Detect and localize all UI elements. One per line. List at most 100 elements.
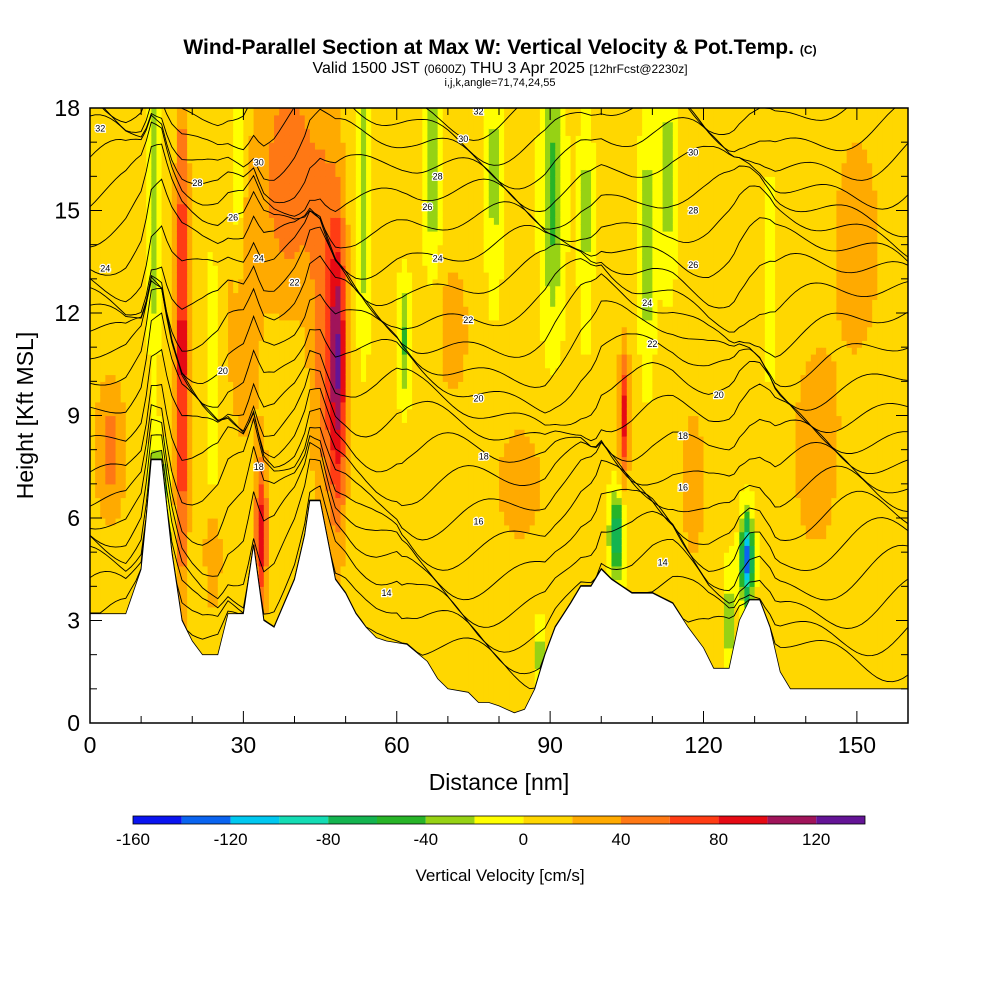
field-cell <box>233 224 239 232</box>
field-cell <box>207 183 214 191</box>
field-cell <box>345 210 352 218</box>
field-cell <box>228 251 234 259</box>
field-cell <box>371 600 377 608</box>
field-cell <box>350 272 357 280</box>
field-cell <box>320 203 326 212</box>
field-cell <box>115 463 122 471</box>
field-cell <box>95 292 101 300</box>
field-cell <box>217 634 224 642</box>
field-cell <box>202 306 209 314</box>
field-cell <box>350 258 357 266</box>
field-cell <box>136 552 142 560</box>
field-cell <box>263 511 270 519</box>
field-cell <box>355 299 362 307</box>
field-cell <box>243 463 250 471</box>
field-cell <box>197 497 204 505</box>
field-cell <box>289 340 296 348</box>
field-cell <box>100 292 106 300</box>
field-cell <box>243 470 250 478</box>
field-cell <box>202 149 209 157</box>
field-cell <box>335 237 342 246</box>
field-cell <box>345 367 352 376</box>
field-cell <box>161 196 168 205</box>
field-cell <box>299 436 306 444</box>
field-cell <box>320 367 326 376</box>
field-cell <box>233 149 239 157</box>
field-cell <box>238 401 244 410</box>
field-cell <box>197 142 204 150</box>
field-cell <box>325 128 331 136</box>
field-cell <box>263 483 270 492</box>
field-cell <box>176 217 183 225</box>
field-cell <box>166 354 173 362</box>
field-cell <box>258 531 265 540</box>
field-cell <box>320 422 326 430</box>
field-cell <box>187 251 193 259</box>
field-cell <box>263 593 270 601</box>
field-cell <box>325 155 331 164</box>
field-cell <box>95 272 101 280</box>
field-cell <box>243 449 250 458</box>
field-cell <box>248 272 255 280</box>
field-cell <box>345 265 352 273</box>
field-cell <box>130 442 137 451</box>
field-cell <box>238 196 244 205</box>
field-cell <box>325 162 331 171</box>
field-cell <box>176 504 183 512</box>
field-cell <box>248 538 255 546</box>
field-cell <box>182 552 188 560</box>
field-cell <box>187 292 193 300</box>
field-cell <box>202 128 209 136</box>
field-cell <box>330 429 336 437</box>
field-cell <box>360 552 367 560</box>
field-cell <box>115 306 122 314</box>
field-cell <box>289 463 296 471</box>
field-cell <box>263 149 270 157</box>
field-cell <box>263 374 270 382</box>
field-cell <box>238 176 244 184</box>
field-cell <box>156 354 163 362</box>
field-cell <box>309 210 316 218</box>
field-cell <box>289 114 296 123</box>
field-cell <box>182 333 188 341</box>
field-cell <box>289 442 296 451</box>
field-cell <box>299 258 306 266</box>
field-cell <box>176 347 183 355</box>
field-cell <box>279 231 285 239</box>
field-cell <box>110 483 117 492</box>
field-cell <box>141 155 147 164</box>
field-cell <box>355 169 362 177</box>
field-cell <box>345 231 352 239</box>
field-cell <box>130 340 137 348</box>
field-cell <box>182 306 188 314</box>
field-cell <box>366 190 372 198</box>
field-cell <box>120 121 127 130</box>
field-cell <box>171 374 178 382</box>
field-cell <box>217 360 224 369</box>
field-cell <box>141 374 147 382</box>
field-cell <box>120 237 127 246</box>
field-cell <box>166 244 173 253</box>
field-cell <box>105 237 112 246</box>
field-cell <box>258 128 265 136</box>
field-cell <box>284 422 290 430</box>
field-cell <box>136 149 142 157</box>
field-cell <box>197 477 204 485</box>
field-cell <box>115 593 122 601</box>
field-cell <box>171 518 178 526</box>
field-cell <box>207 142 214 150</box>
field-cell <box>202 593 209 601</box>
field-cell <box>314 340 321 348</box>
field-cell <box>366 162 372 171</box>
field-cell <box>141 429 147 437</box>
field-cell <box>268 224 275 232</box>
field-cell <box>151 306 158 314</box>
field-cell <box>289 244 296 253</box>
field-cell <box>182 278 188 287</box>
field-cell <box>279 408 285 417</box>
field-cell <box>115 374 122 382</box>
field-cell <box>320 381 326 389</box>
field-cell <box>314 142 321 150</box>
field-cell <box>120 203 127 212</box>
field-cell <box>212 442 219 451</box>
